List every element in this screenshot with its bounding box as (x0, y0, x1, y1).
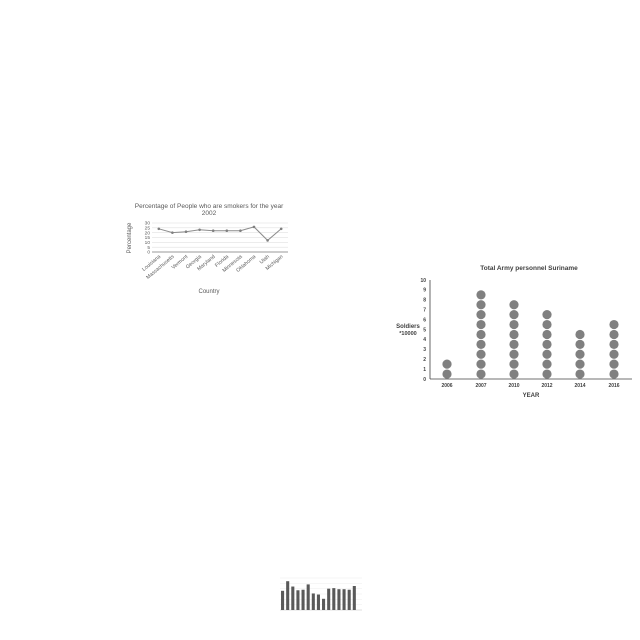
dot-chart-dot (442, 359, 452, 369)
line-chart-y-tick-label: 15 (145, 235, 151, 241)
mini-chart-bar (281, 590, 285, 610)
dot-chart-y-tick-label: 6 (423, 317, 426, 323)
line-chart-y-tick-label: 25 (145, 225, 151, 231)
dot-chart-dot (509, 349, 519, 359)
dot-chart-dot (542, 349, 552, 359)
dot-chart-dot (509, 310, 519, 320)
line-chart-x-tick-label: Utah (259, 254, 271, 266)
line-chart-point (252, 225, 256, 229)
dot-chart-dot (509, 300, 519, 310)
dot-chart-x-tick-label: 2012 (541, 383, 552, 389)
dot-chart-y-tick-label: 9 (423, 288, 426, 294)
dot-chart-dot (609, 369, 619, 379)
mini-chart-bar (347, 589, 351, 610)
line-chart-point (184, 230, 188, 233)
army-dot-chart: Total Army personnel Suriname Soldiers *… (396, 265, 632, 399)
dot-chart-y-tick-label: 7 (423, 308, 426, 314)
dot-chart-dot (575, 329, 585, 340)
mini-chart-bar (322, 598, 326, 610)
dot-chart-y-tick-label: 4 (423, 337, 426, 343)
mini-chart-bar (352, 586, 356, 610)
dot-chart-dot (609, 339, 619, 349)
line-chart-y-tick-label: 30 (145, 221, 151, 227)
dot-chart-dot (575, 369, 585, 379)
dot-chart-dot (575, 339, 585, 349)
dot-chart-y-tick-label: 5 (423, 327, 426, 333)
dot-chart-dot (476, 310, 486, 320)
line-chart-point (225, 229, 229, 233)
mini-chart-bar (327, 588, 331, 610)
dot-chart-dot (509, 329, 519, 340)
dot-chart-x-tick-label: 2016 (608, 383, 619, 389)
mini-chart-bar (342, 589, 346, 610)
dot-chart-dot (609, 359, 619, 369)
dot-chart-dot (575, 359, 585, 369)
mini-chart-bar (306, 584, 310, 610)
line-chart-y-tick-label: 20 (145, 230, 151, 236)
dot-chart-y-tick-label: 2 (423, 357, 426, 363)
dot-chart-dot (476, 290, 486, 300)
dot-chart-dot (509, 359, 519, 369)
dot-chart-dot (542, 339, 552, 349)
line-chart-point (171, 231, 174, 234)
mini-chart-bar (316, 594, 320, 610)
dot-chart-dot (476, 300, 486, 310)
dot-chart-dot (609, 349, 619, 359)
line-chart-title-line-1: Percentage of People who are smokers for… (135, 203, 284, 210)
dot-chart-dot (542, 369, 552, 379)
dot-chart-dot (509, 339, 519, 349)
mini-chart-bar (296, 590, 300, 610)
dot-chart-dot (509, 369, 519, 379)
dot-chart-y-axis-label: Soldiers (396, 324, 420, 330)
mini-chart-bar (337, 589, 341, 610)
dot-chart-x-tick-label: 2007 (475, 383, 486, 389)
dot-chart-dot (542, 319, 552, 330)
dot-chart-y-tick-label: 10 (420, 278, 426, 284)
line-chart-x-axis-label: Country (198, 289, 219, 295)
smokers-series-line (158, 226, 282, 242)
dot-chart-dot (476, 329, 486, 340)
dot-chart-dot (476, 359, 486, 369)
dot-chart-dot (509, 319, 519, 330)
line-chart-title-line-2: 2002 (202, 210, 217, 217)
line-chart-y-tick-label: 10 (145, 240, 151, 246)
mini-chart-bar (311, 593, 315, 610)
line-chart-y-tick-label: 5 (147, 245, 150, 251)
dot-chart-dot (609, 329, 619, 340)
line-chart-point (266, 239, 269, 242)
dot-chart-dot (542, 329, 552, 340)
line-chart-point (211, 229, 215, 233)
line-chart-point (279, 227, 283, 231)
dot-chart-dot (476, 339, 486, 349)
line-chart-point (198, 228, 201, 232)
dot-chart-dot (476, 319, 486, 330)
dot-chart-dot (609, 319, 619, 330)
line-chart-point (239, 229, 242, 233)
dot-chart-y-tick-label: 8 (423, 298, 426, 304)
smokers-line-chart: Percentage of People who are smokers for… (127, 203, 288, 295)
mini-chart-bar (286, 581, 290, 610)
dot-chart-y-tick-label: 1 (423, 367, 426, 373)
line-chart-point (157, 227, 161, 231)
mini-chart-bar (332, 588, 336, 610)
dot-chart-y-tick-label: 3 (423, 347, 426, 353)
dot-chart-dot (476, 369, 486, 379)
dot-chart-dot (476, 349, 486, 359)
dot-chart-dot (575, 349, 585, 359)
dot-chart-dot (542, 310, 552, 320)
dot-chart-dot (542, 359, 552, 369)
line-chart-y-axis-label: Percentage (127, 222, 133, 253)
dot-chart-title: Total Army personnel Suriname (480, 265, 578, 272)
line-chart-y-tick-label: 0 (147, 250, 150, 256)
dot-chart-x-tick-label: 2014 (574, 383, 585, 389)
mini-chart-bar (291, 586, 295, 610)
dot-chart-x-tick-label: 2010 (508, 383, 519, 389)
dot-chart-dot (442, 369, 452, 379)
mini-chart-bar (301, 589, 305, 610)
dot-chart-x-tick-label: 2006 (441, 383, 452, 389)
dot-chart-x-axis-label: YEAR (523, 393, 540, 399)
dot-chart-y-tick-label: 0 (423, 377, 426, 383)
dot-chart-y-axis-unit: *10000 (399, 331, 416, 337)
mini-bar-chart (280, 577, 362, 611)
